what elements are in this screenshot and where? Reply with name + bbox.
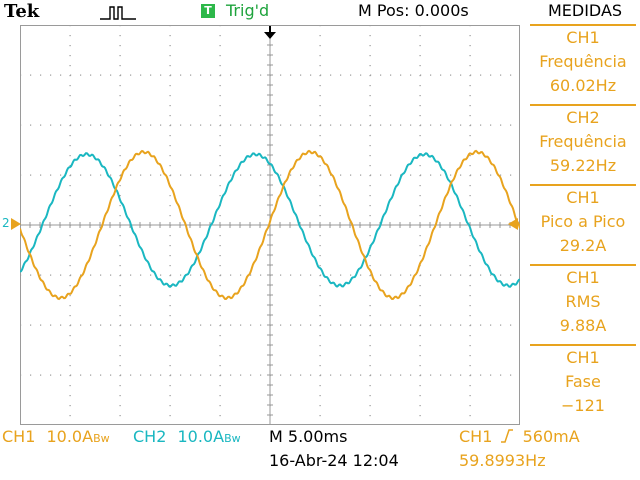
timebase-readout[interactable]: M 5.00ms <box>269 427 348 446</box>
trigger-level: 560mA <box>522 427 580 446</box>
ch2-scale: 10.0A <box>177 427 225 446</box>
date-time: 16-Abr-24 12:04 <box>269 451 399 470</box>
measurement-name: Fase <box>565 372 601 391</box>
trigger-frequency: 59.8993Hz <box>459 451 546 470</box>
measurement-channel: CH1 <box>566 268 600 287</box>
measurement-name: Pico a Pico <box>540 212 626 231</box>
menu-title: MEDIDAS <box>547 1 623 20</box>
ch2-waveform <box>20 152 520 288</box>
status-bar: Tek T Trig'd M Pos: 0.000s MEDIDAS <box>0 0 640 24</box>
measurement-ch1-frequency[interactable]: CH1 Frequência 60.02Hz <box>530 24 636 100</box>
ch1-scale: 10.0A <box>46 427 94 446</box>
readout-bar: CH1 10.0ABw CH2 10.0ABw M 5.00ms 16-Abr-… <box>0 425 640 480</box>
trigger-status-icon: T <box>201 4 215 18</box>
measurement-name: Frequência <box>539 132 627 151</box>
measurement-ch1-phase[interactable]: CH1 Fase −121 <box>530 344 636 420</box>
measurement-name: RMS <box>565 292 601 311</box>
ch1-waveform <box>20 149 520 301</box>
ch2-ground-marker: 2 <box>2 216 10 230</box>
trigger-readout[interactable]: CH1 560mA <box>459 427 580 446</box>
measurement-ch1-rms[interactable]: CH1 RMS 9.88A <box>530 264 636 340</box>
measurement-channel: CH1 <box>566 348 600 367</box>
trigger-status: Trig'd <box>226 1 270 20</box>
measurement-channel: CH2 <box>566 108 600 127</box>
ch2-scale-readout[interactable]: CH2 10.0ABw <box>133 427 241 446</box>
measurement-ch1-peak-to-peak[interactable]: CH1 Pico a Pico 29.2A <box>530 184 636 260</box>
acquisition-pulse-icon <box>100 6 136 20</box>
horizontal-position: M Pos: 0.000s <box>358 1 469 20</box>
measurement-value: 9.88A <box>559 316 607 335</box>
ch1-scale-readout[interactable]: CH1 10.0ABw <box>2 427 110 446</box>
measurement-name: Frequência <box>539 52 627 71</box>
bandwidth-limit-icon: Bw <box>93 432 110 445</box>
measurement-value: 59.22Hz <box>549 156 617 175</box>
graticule-screen <box>20 25 520 425</box>
right-arrow-icon <box>11 218 21 230</box>
measurement-value: −121 <box>561 396 605 415</box>
bandwidth-limit-icon: Bw <box>224 432 241 445</box>
measurement-value: 29.2A <box>559 236 607 255</box>
ch2-label: CH2 <box>133 427 167 446</box>
measurement-channel: CH1 <box>566 188 600 207</box>
measurement-channel: CH1 <box>566 28 600 47</box>
measurement-value: 60.02Hz <box>549 76 617 95</box>
rising-edge-icon <box>501 429 514 443</box>
ch1-label: CH1 <box>2 427 36 446</box>
down-arrow-icon <box>264 26 276 39</box>
brand-logo: Tek <box>4 1 40 22</box>
trigger-source: CH1 <box>459 427 493 446</box>
left-arrow-icon <box>508 218 518 230</box>
measurement-ch2-frequency[interactable]: CH2 Frequência 59.22Hz <box>530 104 636 180</box>
